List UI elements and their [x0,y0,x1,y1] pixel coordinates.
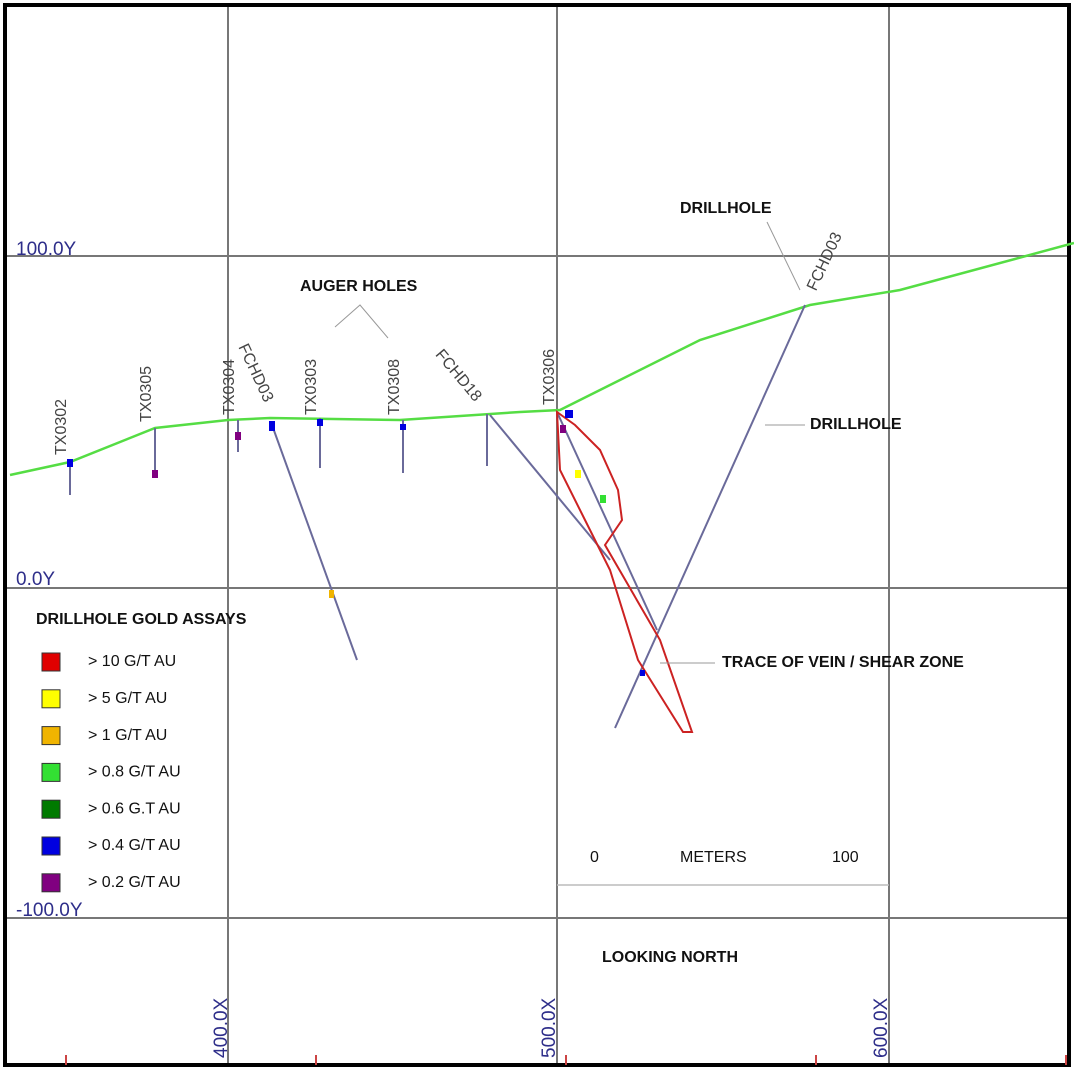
hole-label: TX0302 [53,399,70,455]
annotation: DRILLHOLE [810,416,902,433]
scale-label: 100 [832,849,859,866]
legend-title: DRILLHOLE GOLD ASSAYS [36,611,247,628]
legend-label: > 1 G/T AU [88,727,167,744]
annotation: TRACE OF VEIN / SHEAR ZONE [722,654,964,671]
legend-swatch [42,690,60,708]
legend-swatch [42,727,60,745]
annotation: AUGER HOLES [300,278,418,295]
legend-label: > 5 G/T AU [88,690,167,707]
hole-label: TX0306 [541,349,558,405]
legend-label: > 0.4 G/T AU [88,837,181,854]
legend-swatch [42,837,60,855]
frame [5,5,1069,1065]
section-view: 100.0Y 0.0Y -100.0Y 400.0X 500.0X 600.0X… [0,0,1074,1070]
y-coordinate: -100.0Y [16,900,83,921]
legend-label: > 0.6 G.T AU [88,800,181,817]
legend-label: > 0.2 G/T AU [88,874,181,891]
x-coordinate: 400.0X [211,997,232,1058]
x-coordinate: 600.0X [871,997,892,1058]
legend-swatch [42,763,60,781]
y-coordinate: 100.0Y [16,239,77,260]
hole-label: TX0308 [386,359,403,415]
y-coordinate: 0.0Y [16,569,55,590]
view-direction: LOOKING NORTH [602,949,738,966]
scale-label: METERS [680,849,747,866]
legend-swatch [42,653,60,671]
hole-label: TX0305 [138,366,155,422]
legend-label: > 0.8 G/T AU [88,764,181,781]
legend-label: > 10 G/T AU [88,653,176,670]
annotation: DRILLHOLE [680,200,772,217]
x-coordinate: 500.0X [539,997,560,1058]
hole-label: TX0304 [221,359,238,415]
legend-swatch [42,800,60,818]
scale-label: 0 [590,849,599,866]
legend-swatch [42,874,60,892]
hole-label: TX0303 [303,359,320,415]
